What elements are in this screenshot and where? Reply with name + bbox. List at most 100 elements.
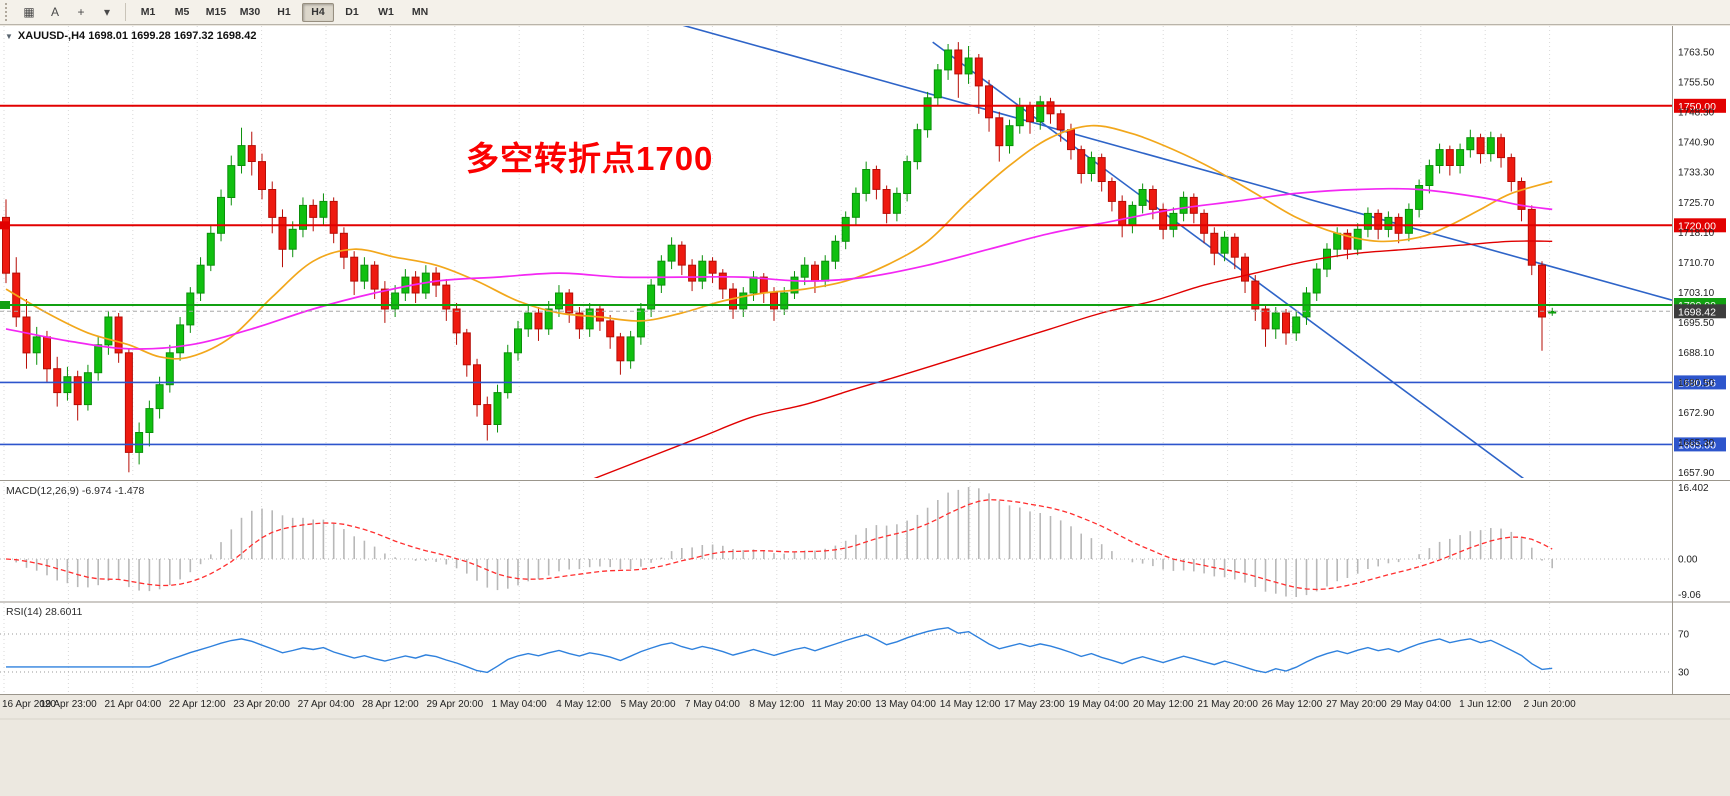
candle-body [503, 352, 512, 394]
candle-body [933, 69, 942, 99]
timeframe-button-mn[interactable]: MN [411, 5, 429, 18]
timeframe-button-m15[interactable]: M15 [205, 5, 227, 18]
candle-body [872, 169, 881, 190]
candle-body [1374, 212, 1383, 230]
candle-body [206, 232, 215, 266]
toolbar-grip[interactable] [5, 3, 11, 21]
crosshair-tool-icon[interactable]: + [77, 4, 85, 19]
time-axis-label: 21 May 20:00 [1197, 699, 1258, 710]
candle-body [616, 336, 625, 362]
candle-body [718, 272, 727, 290]
candle-body [770, 292, 778, 310]
candle-body [1261, 308, 1270, 330]
candle-body [196, 264, 205, 294]
candle-body [1128, 204, 1137, 226]
macd-axis-label: -9.06 [1678, 590, 1701, 601]
timeframe-button-w1[interactable]: W1 [378, 5, 394, 18]
chart-window-icon[interactable]: ▦ [23, 4, 35, 19]
price-axis-label: 1680.50 [1678, 378, 1715, 389]
candle-body [299, 204, 307, 230]
price-axis-label: 1695.50 [1678, 318, 1715, 329]
candle-body [1497, 137, 1505, 159]
candle-body [217, 196, 225, 234]
candle-body [862, 169, 871, 194]
time-axis-label: 14 May 12:00 [940, 699, 1001, 710]
candle-body [944, 49, 953, 71]
candle-body [688, 264, 697, 282]
candle-body [94, 344, 103, 374]
level-price-tag-text: 1720.00 [1678, 220, 1716, 232]
candle-body [1179, 196, 1188, 214]
candle-body [135, 432, 144, 453]
candle-body [708, 260, 717, 274]
one-click-trading-arrow[interactable]: ▼ [5, 32, 13, 41]
candle-body [247, 145, 256, 163]
candle-body [73, 376, 82, 406]
timeframe-button-m1[interactable]: M1 [140, 5, 156, 18]
candle-body [790, 276, 799, 294]
candle-body [432, 272, 441, 286]
candle-body [258, 161, 266, 191]
macd-panel-label: MACD(12,26,9) -6.974 -1.478 [6, 485, 145, 497]
level-price-tag-text: 1680.56 [1678, 377, 1716, 389]
price-axis-label: 1755.50 [1678, 78, 1715, 89]
candle-body [165, 352, 174, 386]
timeframe-button-m30[interactable]: M30 [239, 5, 261, 18]
candle-body [442, 284, 451, 310]
candle-body [462, 332, 471, 366]
candle-body [595, 308, 604, 322]
trendline [932, 41, 1525, 478]
candle-body [1107, 181, 1116, 202]
candle-body [544, 308, 553, 330]
price-axis-label: 1665.30 [1678, 438, 1715, 449]
candle-body [565, 292, 574, 314]
time-axis-label: 29 Apr 20:00 [426, 699, 483, 710]
candle-body [1323, 248, 1331, 270]
candle-body [329, 200, 338, 234]
macd-histogram [15, 487, 1553, 597]
time-axis-label: 1 Jun 12:00 [1459, 699, 1512, 710]
level-price-tag [1674, 218, 1726, 233]
candle-body [43, 336, 51, 370]
candle-body [53, 368, 62, 394]
timeframe-button-h1[interactable]: H1 [277, 5, 291, 18]
price-axis-label: 1733.30 [1678, 168, 1715, 179]
dropdown-arrow-icon[interactable]: ▾ [103, 4, 111, 19]
chart-annotation-text[interactable]: 多空转折点1700 [466, 140, 714, 177]
candle-body [851, 192, 860, 218]
timeframe-button-h4[interactable]: H4 [302, 2, 334, 22]
text-tool-icon[interactable]: A [50, 4, 59, 19]
candle-body [1517, 181, 1526, 210]
candle-body [309, 204, 318, 218]
candle-body [1343, 232, 1352, 250]
timeframe-button-d1[interactable]: D1 [345, 5, 359, 18]
candle-body [811, 264, 819, 282]
candle-body [1220, 236, 1229, 254]
candle-body [575, 312, 584, 330]
candle-body [1046, 101, 1055, 115]
candle-body [1425, 165, 1434, 187]
candle-body [186, 292, 195, 326]
timeframe-button-m5[interactable]: M5 [174, 5, 190, 18]
candle-body [1118, 200, 1127, 226]
candle-body [524, 312, 533, 330]
candle-body [1282, 312, 1290, 334]
candle-body [555, 292, 563, 310]
candle-body [739, 292, 748, 310]
candle-body [698, 260, 707, 282]
trendlines-layer [682, 26, 1672, 478]
time-axis-label: 13 May 04:00 [875, 699, 936, 710]
time-axis-label: 5 May 20:00 [620, 699, 675, 710]
candle-body [995, 117, 1004, 147]
candle-body [350, 256, 359, 282]
time-axis-label: 7 May 04:00 [685, 699, 740, 710]
time-axis-label: 23 Apr 20:00 [233, 699, 290, 710]
candle-body [63, 376, 72, 394]
candle-body [1159, 208, 1168, 230]
price-axis-label: 1672.90 [1678, 408, 1715, 419]
price-scale[interactable]: 1763.50 1755.50 1748.30 1740.90 1733.30 1725.… [1678, 48, 1715, 480]
rsi-current-value: 28.6011 [45, 606, 83, 618]
macd-signal-line [5, 499, 1553, 591]
